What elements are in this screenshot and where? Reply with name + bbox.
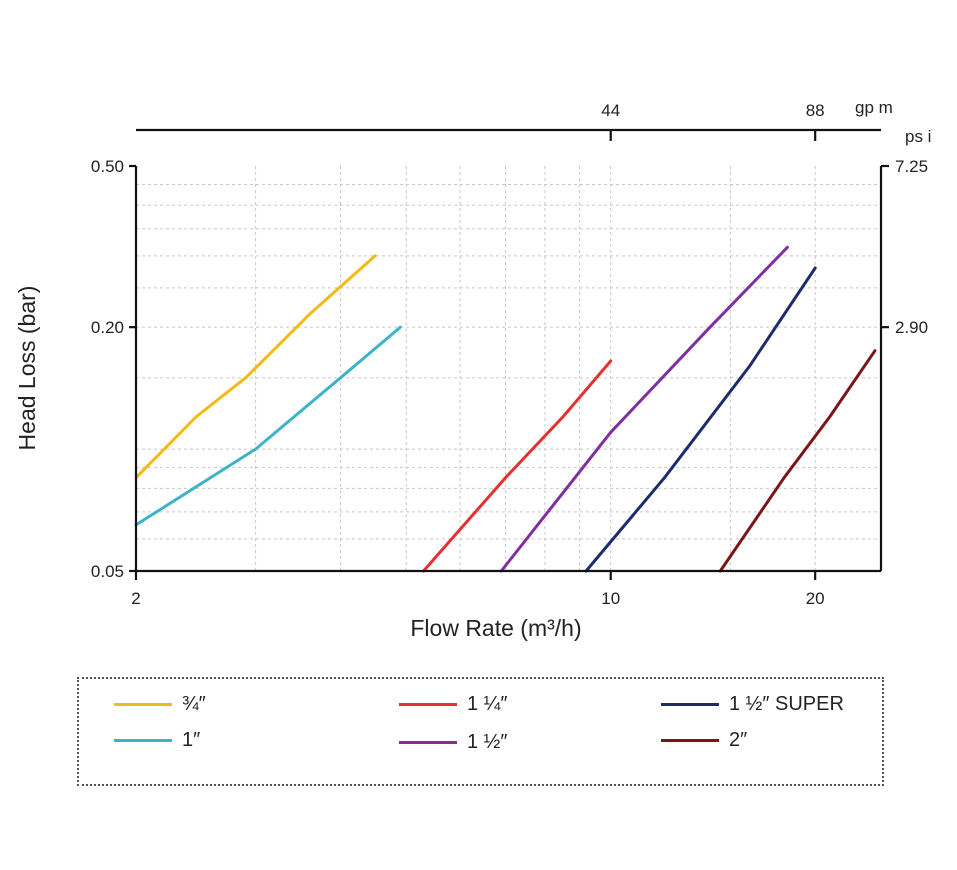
- series-line: [584, 266, 817, 573]
- top-axis-unit: gp m: [855, 98, 893, 117]
- chart: 0.05 0.20 0.50 2 10 20 44 88 2.90 7.25 Flow Rate …: [14, 98, 931, 641]
- legend-swatch: [114, 702, 172, 706]
- series-line: [718, 349, 877, 573]
- series-line: [422, 359, 613, 573]
- x-tick-label: 10: [601, 589, 620, 608]
- series-line: [499, 245, 789, 573]
- legend-swatch: [399, 702, 457, 706]
- legend-label: 2″: [729, 728, 748, 751]
- x-axis-title: Flow Rate (m³/h): [410, 615, 581, 641]
- legend-item: 1 ½″: [399, 729, 507, 755]
- series-line: [134, 254, 377, 480]
- legend-swatch: [661, 702, 719, 706]
- legend: ¾″ 1″ 1 ¼″ 1 ½″ 1 ½″ SUPER 2″: [77, 677, 884, 786]
- legend-label: 1 ½″ SUPER: [729, 692, 844, 715]
- top-axis-tick-label: 44: [601, 101, 620, 120]
- right-axis-tick-label: 7.25: [895, 157, 928, 176]
- legend-item: 1″: [114, 727, 200, 753]
- x-tick-label: 20: [806, 589, 825, 608]
- legend-swatch: [661, 738, 719, 742]
- y-tick-label: 0.05: [91, 562, 124, 581]
- legend-label: 1 ¼″: [467, 692, 508, 715]
- legend-label: ¾″: [182, 692, 206, 715]
- series-line: [134, 325, 402, 527]
- legend-item: 1 ½″ SUPER: [661, 691, 844, 717]
- right-axis-tick-label: 2.90: [895, 318, 928, 337]
- legend-item: 1 ¼″: [399, 691, 507, 717]
- y-tick-label: 0.50: [91, 157, 124, 176]
- axes: 0.05 0.20 0.50 2 10 20 44 88 2.90 7.25: [91, 101, 928, 608]
- legend-label: 1 ½″: [467, 730, 508, 753]
- right-axis-unit: ps i: [905, 127, 931, 146]
- top-axis-tick-label: 88: [806, 101, 825, 120]
- legend-label: 1″: [182, 728, 201, 751]
- legend-item: 2″: [661, 727, 747, 753]
- legend-swatch: [399, 740, 457, 744]
- x-tick-label: 2: [131, 589, 140, 608]
- series-layer: [134, 245, 877, 573]
- grid: [136, 166, 881, 571]
- y-tick-label: 0.20: [91, 318, 124, 337]
- legend-item: ¾″: [114, 691, 206, 717]
- y-axis-title: Head Loss (bar): [14, 286, 40, 451]
- legend-swatch: [114, 738, 172, 742]
